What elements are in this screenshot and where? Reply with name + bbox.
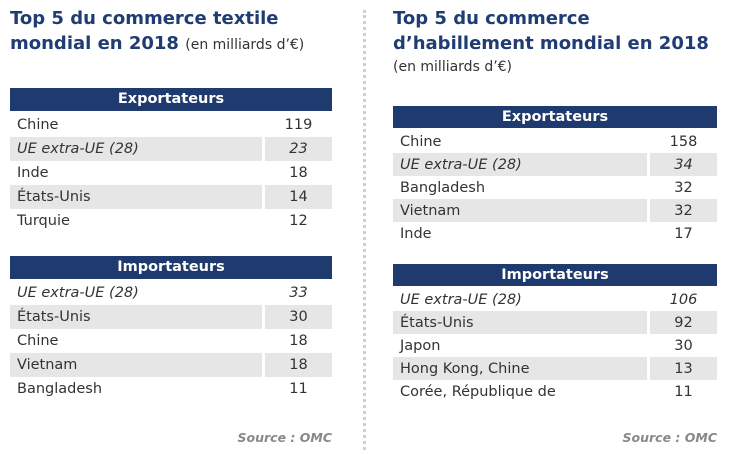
country: Corée, République de <box>393 380 650 403</box>
table-row: Vietnam 18 <box>10 353 332 377</box>
value: 23 <box>265 137 332 161</box>
value: 17 <box>674 225 693 242</box>
table: Importateurs UE extra-UE (28) 33 États-Unis… <box>10 256 332 401</box>
table-row: Hong Kong, Chine 13 <box>393 357 717 380</box>
unit-note: (en milliards d’€) <box>393 59 513 75</box>
table: Exportateurs Chine 158 UE extra-UE (28) 34 Ba… <box>393 106 717 245</box>
source: Source : OMC <box>622 430 717 445</box>
value: 18 <box>289 333 308 349</box>
table-row: UE extra-UE (28) 33 <box>10 281 332 305</box>
table-row: Inde 17 <box>393 222 717 245</box>
value: 13 <box>650 357 717 380</box>
value: 158 <box>669 133 698 150</box>
table-row: États-Unis 92 <box>393 311 717 334</box>
country: Bangladesh <box>10 377 265 401</box>
country: Turquie <box>10 209 265 233</box>
value: 33 <box>289 285 308 301</box>
title-text: d’habillement mondial en 2018 <box>393 33 709 54</box>
title-line: d’habillement mondial en 2018 <box>393 33 709 54</box>
value: 92 <box>650 311 717 334</box>
value: 34 <box>650 153 717 176</box>
table-row: États-Unis 30 <box>10 305 332 329</box>
country: Chine <box>10 113 265 137</box>
table-row: Japon 30 <box>393 334 717 357</box>
table-row: Chine 119 <box>10 113 332 137</box>
table-header: Importateurs <box>10 256 332 279</box>
country: Inde <box>10 161 265 185</box>
country: UE extra-UE (28) <box>10 281 265 305</box>
value: 18 <box>289 165 308 181</box>
table-row: Vietnam 32 <box>393 199 717 222</box>
title-line: Top 5 du commerce textile <box>10 8 279 29</box>
table-row: Bangladesh 32 <box>393 176 717 199</box>
country: Inde <box>393 222 650 245</box>
country: États-Unis <box>393 311 650 334</box>
title-text: mondial en 2018 <box>10 33 179 54</box>
country: Hong Kong, Chine <box>393 357 650 380</box>
table-row: UE extra-UE (28) 106 <box>393 288 717 311</box>
source: Source : OMC <box>237 430 332 445</box>
country: UE extra-UE (28) <box>393 288 650 311</box>
country: Vietnam <box>10 353 265 377</box>
value: 106 <box>669 291 698 308</box>
country: UE extra-UE (28) <box>10 137 265 161</box>
title-line: Top 5 du commerce <box>393 8 590 29</box>
table-header: Exportateurs <box>10 88 332 111</box>
value: 11 <box>289 381 308 397</box>
separator <box>363 10 366 450</box>
value: 32 <box>674 179 693 196</box>
value: 11 <box>674 383 693 400</box>
country: Bangladesh <box>393 176 650 199</box>
table-row: Bangladesh 11 <box>10 377 332 401</box>
table-row: Chine 18 <box>10 329 332 353</box>
country: États-Unis <box>10 185 265 209</box>
value: 18 <box>265 353 332 377</box>
table-row: Corée, République de 11 <box>393 380 717 403</box>
country: Chine <box>393 130 650 153</box>
country: UE extra-UE (28) <box>393 153 650 176</box>
table: Importateurs UE extra-UE (28) 106 États-Uni… <box>393 264 717 403</box>
country: Japon <box>393 334 650 357</box>
country: Chine <box>10 329 265 353</box>
value: 119 <box>284 117 313 133</box>
table-header: Importateurs <box>393 264 717 286</box>
table-row: UE extra-UE (28) 23 <box>10 137 332 161</box>
table-row: Turquie 12 <box>10 209 332 233</box>
table-header: Exportateurs <box>393 106 717 128</box>
value: 30 <box>265 305 332 329</box>
value: 32 <box>650 199 717 222</box>
table-row: Chine 158 <box>393 130 717 153</box>
country: Vietnam <box>393 199 650 222</box>
value: 12 <box>289 213 308 229</box>
unit-note: (en milliards d’€) <box>185 37 305 53</box>
table-row: UE extra-UE (28) 34 <box>393 153 717 176</box>
country: États-Unis <box>10 305 265 329</box>
title-line: mondial en 2018 (en milliards d’€) <box>10 33 304 54</box>
table-row: États-Unis 14 <box>10 185 332 209</box>
value: 30 <box>674 337 693 354</box>
table-row: Inde 18 <box>10 161 332 185</box>
table: Exportateurs Chine 119 UE extra-UE (28) 23 In… <box>10 88 332 233</box>
value: 14 <box>265 185 332 209</box>
